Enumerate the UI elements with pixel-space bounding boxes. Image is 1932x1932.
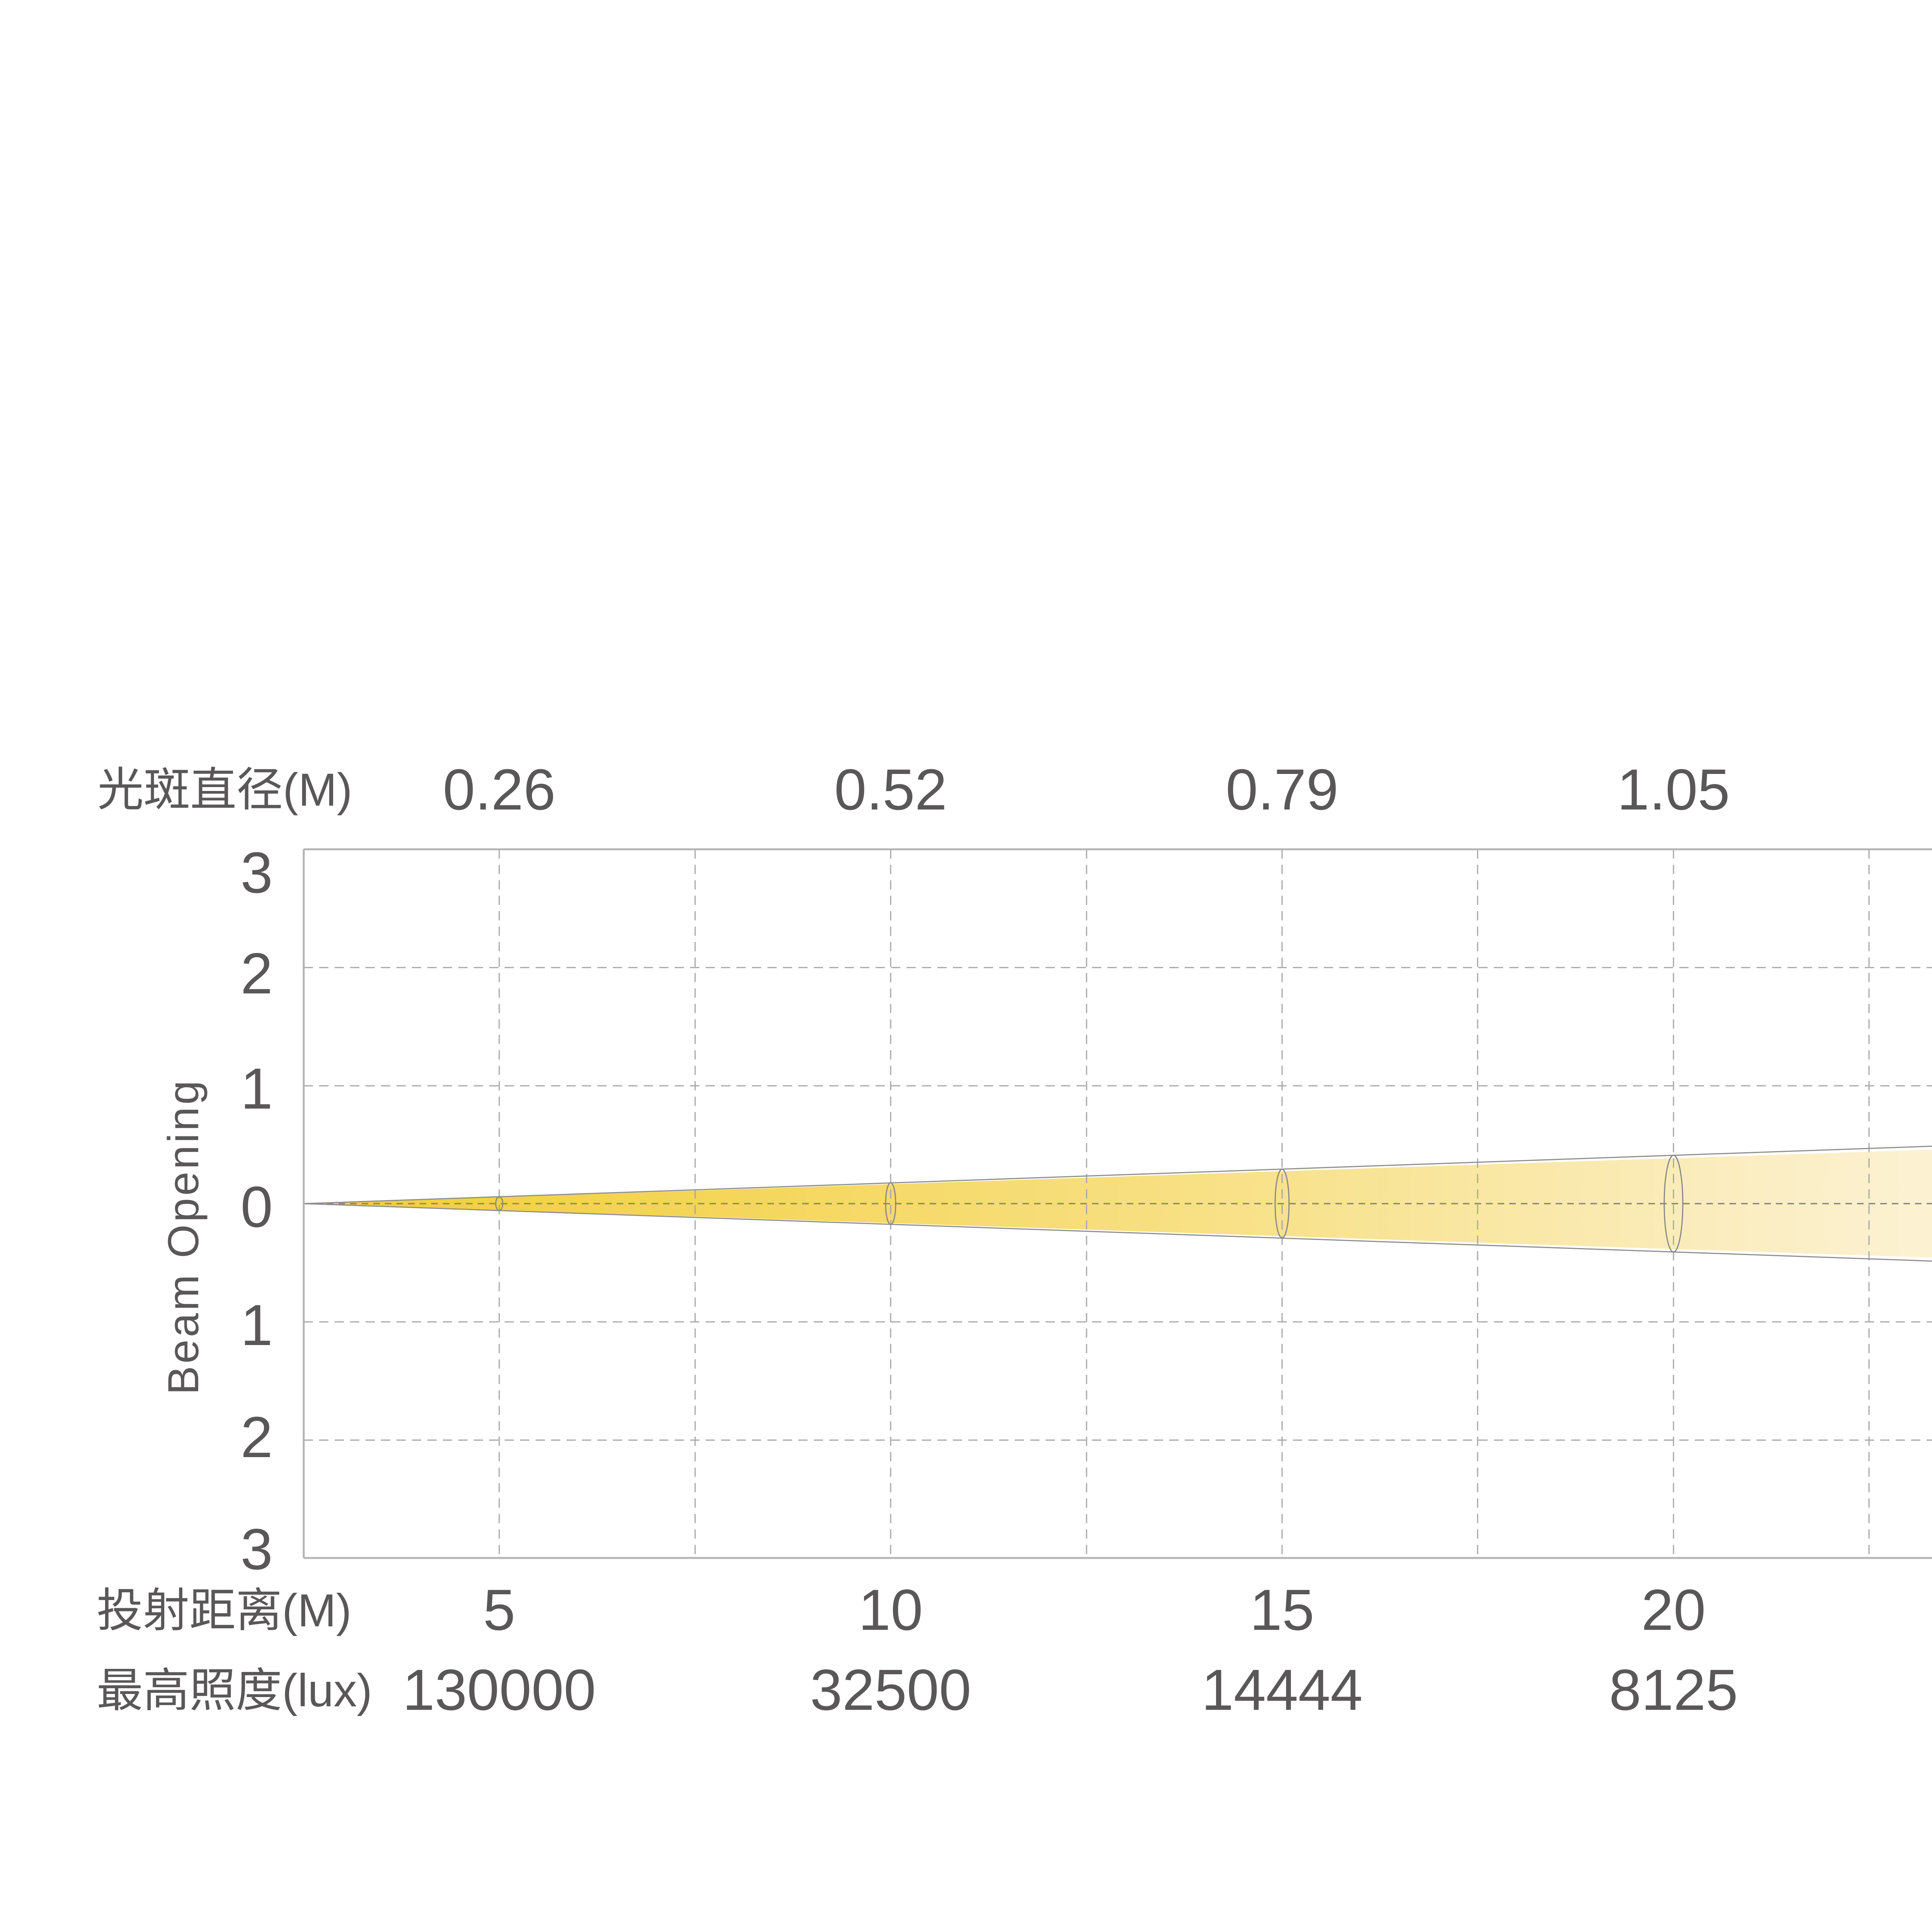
illuminance-row-title: 最高照度(lux)	[97, 1665, 372, 1716]
distance-value: 20	[1641, 1577, 1706, 1642]
left-axis: 3 2 1 0 1 2 3 Beam Opening	[159, 840, 273, 1582]
beam-outline-lower	[303, 1203, 1932, 1262]
illuminance-value: 14444	[1201, 1657, 1362, 1722]
spot-ellipse-5m	[495, 1196, 503, 1211]
distance-value: 5	[483, 1577, 515, 1642]
distance-row-title: 投射距离(M)	[97, 1585, 352, 1636]
spot-ellipse-10m	[885, 1182, 896, 1225]
beam-outline-upper	[303, 1145, 1932, 1204]
top-axis-value: 0.52	[834, 757, 947, 822]
distance-value: 15	[1250, 1577, 1315, 1642]
spot-ellipses	[495, 1155, 1684, 1253]
distance-row: 投射距离(M) 5 10 15 20 25	[97, 1577, 1706, 1642]
top-axis-value: 1.05	[1617, 757, 1730, 822]
top-axis-title: 光斑直径(M)	[97, 764, 352, 816]
y-tick: 0	[241, 1174, 273, 1239]
top-axis-value: 0.26	[443, 757, 556, 822]
gridlines	[304, 849, 1932, 1558]
illuminance-value: 32500	[810, 1657, 971, 1722]
y-tick: 3	[241, 840, 273, 905]
spot-ellipse-20m	[1663, 1155, 1684, 1253]
distance-value: 10	[859, 1577, 923, 1642]
spot-ellipse-15m	[1274, 1168, 1290, 1239]
y-tick: 2	[241, 941, 273, 1006]
illuminance-value: 130000	[403, 1657, 596, 1722]
y-tick: 2	[241, 1405, 273, 1469]
y-tick: 3	[241, 1517, 273, 1582]
y-tick: 1	[241, 1293, 273, 1357]
plot-border	[303, 848, 1932, 1559]
beam-outline	[303, 1145, 1932, 1262]
illuminance-row: 最高照度(lux) 130000 32500 14444 8125 5200	[97, 1657, 1738, 1722]
illuminance-value: 8125	[1609, 1657, 1738, 1722]
y-tick: 1	[241, 1056, 273, 1121]
top-axis: 光斑直径(M) 0.26 0.52 0.79 1.05 1.31	[97, 757, 1730, 822]
top-axis-value: 0.79	[1226, 757, 1338, 822]
y-axis-title: Beam Opening	[159, 1078, 207, 1395]
